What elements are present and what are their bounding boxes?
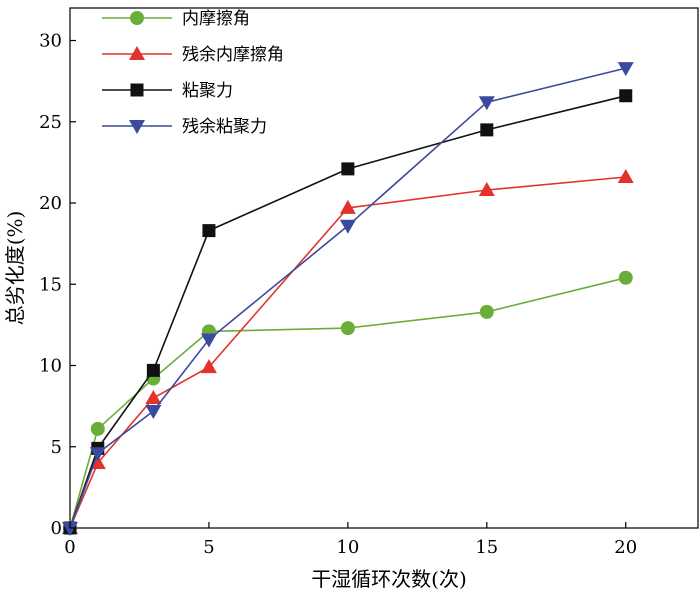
plot-frame (69, 7, 699, 529)
data-point (200, 359, 217, 374)
x-tick-label: 0 (64, 537, 75, 558)
data-point (145, 390, 162, 404)
legend-marker (130, 11, 144, 25)
data-point (478, 182, 495, 196)
data-point (619, 89, 633, 103)
legend-marker (129, 120, 145, 134)
data-point (480, 123, 494, 137)
legend-label: 残余粘聚力 (182, 117, 267, 137)
x-axis-title: 干湿循环次数(次) (311, 567, 467, 591)
x-tick-label: 10 (336, 537, 359, 558)
legend-item: 粘聚力 (102, 81, 233, 101)
x-tick-label: 15 (475, 537, 498, 558)
y-tick-label: 10 (39, 356, 62, 377)
data-point (479, 304, 494, 319)
data-point (341, 162, 355, 176)
data-point (200, 333, 217, 348)
y-tick-label: 30 (39, 31, 62, 52)
legend-marker (129, 46, 145, 60)
series-line (69, 95, 626, 529)
y-tick-label: 0 (51, 518, 62, 539)
data-point (617, 62, 634, 77)
data-point (146, 363, 160, 377)
y-tick-label: 15 (39, 274, 62, 295)
y-tick-label: 25 (39, 112, 62, 133)
data-point (339, 199, 356, 214)
x-tick-label: 20 (614, 537, 637, 558)
legend-marker (130, 83, 144, 97)
series-layer (62, 62, 634, 536)
data-point (618, 270, 633, 285)
legend-item: 内摩擦角 (102, 9, 250, 29)
data-point (478, 96, 495, 111)
legend-item: 残余内摩擦角 (102, 45, 284, 65)
data-point (89, 447, 106, 462)
y-axis-title: 总劣化度(%) (3, 211, 27, 326)
y-tick-label: 20 (39, 193, 62, 214)
series-4 (62, 62, 634, 536)
legend-label: 粘聚力 (182, 81, 233, 101)
x-tick-label: 5 (203, 537, 214, 558)
data-point (202, 224, 216, 238)
data-point (145, 405, 162, 419)
legend-label: 内摩擦角 (182, 9, 250, 29)
axes: 0 5 10 15 20 0 5 10 15 20 25 30 (39, 31, 637, 559)
data-point (90, 421, 105, 436)
legend-label: 残余内摩擦角 (182, 45, 284, 65)
data-point (340, 321, 355, 336)
y-tick-label: 5 (51, 437, 62, 458)
series-3 (63, 89, 633, 535)
data-point (339, 219, 356, 234)
legend-item: 残余粘聚力 (102, 117, 267, 137)
plot-area (69, 7, 699, 529)
data-point (617, 169, 634, 183)
data-point (62, 522, 78, 536)
